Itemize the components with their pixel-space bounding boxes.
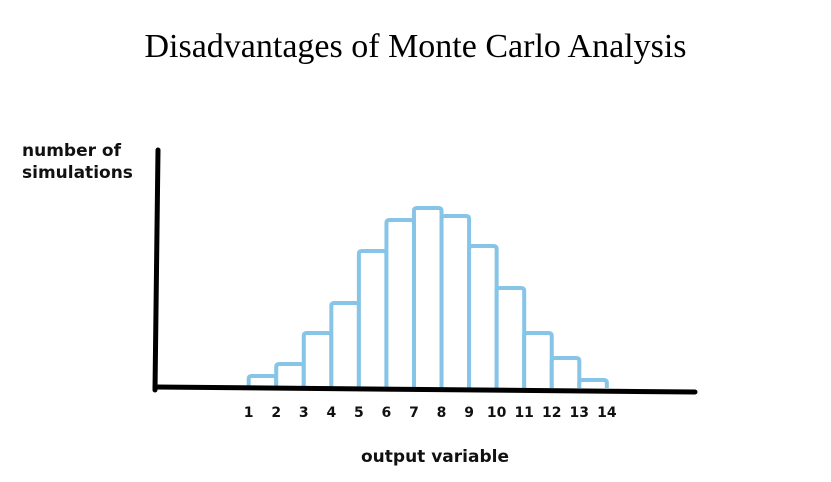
bar [549,356,582,388]
x-axis [152,384,698,395]
x-tick-label: 5 [354,405,364,421]
bar [522,331,554,388]
x-tick-label: 9 [464,405,474,421]
bar [494,286,527,388]
bar [274,362,306,388]
bar [577,378,609,388]
x-tick-label: 11 [514,405,533,421]
bar [356,249,389,388]
x-tick-label: 10 [487,405,507,421]
x-tick-label: 6 [382,405,392,421]
x-tick-label: 1 [244,405,254,421]
x-tick-label: 8 [437,405,447,421]
x-tick-label: 2 [271,405,281,421]
y-axis [152,147,161,393]
x-tick-label: 14 [597,405,617,421]
chart-title: Disadvantages of Monte Carlo Analysis [144,28,687,65]
x-tick-label: 12 [542,405,561,421]
y-axis-label: number of simulations [22,141,133,183]
x-tick-label: 4 [326,405,336,421]
bar [329,301,361,388]
bar [384,218,416,388]
x-axis-label: output variable [361,447,509,467]
bar [301,331,334,388]
x-tick-label: 3 [299,405,309,421]
bar [467,244,499,388]
bar [411,206,444,388]
x-tick-label: 13 [570,405,589,421]
bar [439,214,472,388]
x-tick-label: 7 [409,405,419,421]
